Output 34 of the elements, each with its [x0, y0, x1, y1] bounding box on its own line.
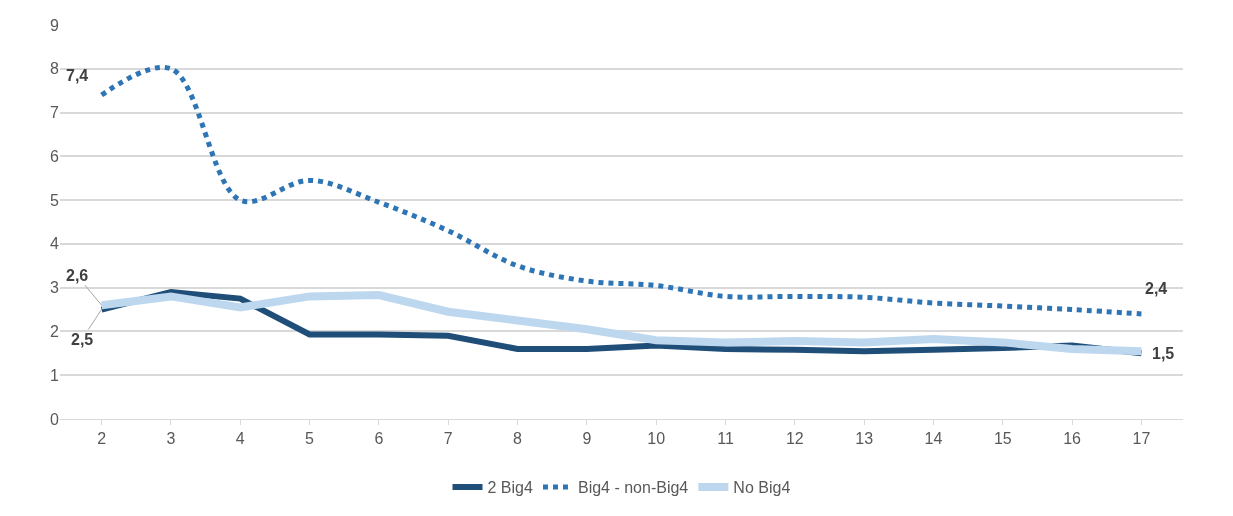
x-tick-label: 11 [717, 430, 734, 448]
x-tick-label: 12 [785, 430, 804, 448]
x-tick-label: 5 [305, 430, 315, 448]
data-label: 1,5 [1152, 345, 1175, 362]
x-tick-label: 14 [924, 430, 943, 448]
legend-label: No Big4 [733, 479, 791, 497]
y-tick-label: 5 [50, 191, 60, 209]
x-tick-label: 4 [235, 430, 245, 448]
y-tick-label: 3 [50, 279, 60, 297]
y-tick-label: 7 [50, 104, 60, 122]
y-tick-label: 6 [50, 147, 60, 165]
x-tick-label: 8 [513, 430, 523, 448]
x-tick-label: 6 [374, 430, 384, 448]
x-tick-label: 2 [97, 430, 107, 448]
x-tick-label: 13 [855, 430, 874, 448]
y-tick-label: 1 [50, 366, 60, 384]
y-tick-label: 4 [50, 235, 60, 253]
data-label: 7,4 [66, 67, 89, 84]
x-tick-label: 3 [166, 430, 176, 448]
legend-label: Big4 - non-Big4 [577, 479, 689, 497]
y-tick-label: 8 [50, 60, 60, 78]
y-tick-label: 9 [50, 16, 60, 34]
x-tick-label: 9 [582, 430, 592, 448]
x-tick-label: 16 [1063, 430, 1082, 448]
x-tick-label: 7 [443, 430, 453, 448]
data-label: 2,6 [66, 267, 89, 284]
x-tick-label: 15 [993, 430, 1012, 448]
legend-label: 2 Big4 [487, 479, 533, 497]
y-tick-label: 2 [50, 323, 60, 341]
data-label: 2,4 [1145, 280, 1168, 297]
x-tick-label: 10 [647, 430, 666, 448]
data-label: 2,5 [71, 331, 94, 348]
y-tick-label: 0 [50, 410, 60, 428]
x-tick-label: 17 [1132, 430, 1151, 448]
